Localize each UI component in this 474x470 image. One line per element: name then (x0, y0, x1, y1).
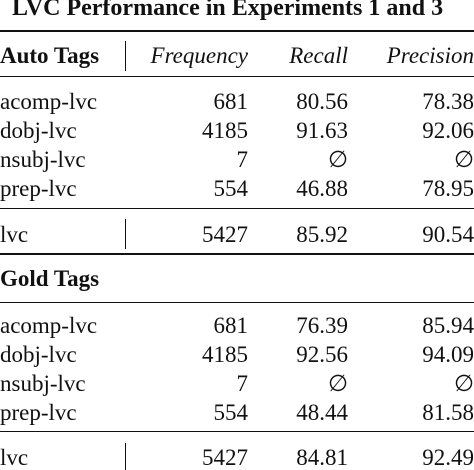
frequency-cell: 4185 (202, 118, 248, 143)
gold-section-rule (0, 253, 474, 255)
row-label: nsubj-lvc (0, 147, 86, 172)
frequency-cell: 7 (236, 371, 249, 396)
gold-total-vertical-rule (125, 443, 127, 470)
top-rule (0, 30, 474, 32)
precision-cell: 94.09 (422, 342, 474, 367)
recall-cell: 80.56 (296, 89, 348, 114)
recall-cell: 48.44 (296, 400, 348, 425)
row-label: prep-lvc (0, 176, 77, 201)
frequency-cell: 681 (213, 89, 249, 114)
row-label: dobj-lvc (0, 342, 77, 367)
precision-cell: 85.94 (422, 313, 474, 338)
frequency-header: Frequency (150, 43, 248, 68)
auto-total-vertical-rule (125, 219, 127, 249)
precision-cell: 78.38 (422, 89, 474, 114)
row-label: lvc (0, 445, 29, 470)
recall-cell: 84.81 (296, 445, 348, 470)
precision-header: Precision (386, 43, 474, 68)
precision-cell: 92.49 (422, 445, 474, 470)
row-label: acomp-lvc (0, 89, 98, 114)
row-label: dobj-lvc (0, 118, 77, 143)
row-label: lvc (0, 222, 29, 247)
auto-tags-header: Auto Tags (0, 43, 100, 68)
precision-cell: 81.58 (422, 400, 474, 425)
row-label: prep-lvc (0, 400, 77, 425)
recall-cell: 92.56 (296, 342, 348, 367)
recall-cell: ∅ (327, 147, 348, 172)
recall-cell: ∅ (327, 371, 348, 396)
recall-cell: 76.39 (296, 313, 348, 338)
header-rule (0, 76, 474, 77)
precision-cell: ∅ (453, 147, 474, 172)
frequency-cell: 7 (236, 147, 249, 172)
precision-cell: 90.54 (422, 222, 474, 247)
header-vertical-rule (125, 41, 127, 71)
recall-cell: 91.63 (296, 118, 348, 143)
gold-total-top-rule (0, 431, 474, 432)
recall-cell: 85.92 (296, 222, 348, 247)
frequency-cell: 4185 (202, 342, 248, 367)
row-label: nsubj-lvc (0, 371, 86, 396)
gold-header-rule (0, 302, 474, 303)
gold-tags-header: Gold Tags (0, 266, 100, 291)
table-title: LVC Performance in Experiments 1 and 3 (12, 0, 444, 21)
precision-cell: ∅ (453, 371, 474, 396)
auto-total-top-rule (0, 208, 474, 209)
frequency-cell: 681 (213, 313, 249, 338)
frequency-cell: 554 (213, 400, 249, 425)
precision-cell: 92.06 (422, 118, 474, 143)
frequency-cell: 5427 (202, 445, 248, 470)
row-label: acomp-lvc (0, 313, 98, 338)
frequency-cell: 5427 (202, 222, 248, 247)
recall-cell: 46.88 (296, 176, 348, 201)
frequency-cell: 554 (213, 176, 249, 201)
precision-cell: 78.95 (422, 176, 474, 201)
recall-header: Recall (289, 43, 348, 68)
